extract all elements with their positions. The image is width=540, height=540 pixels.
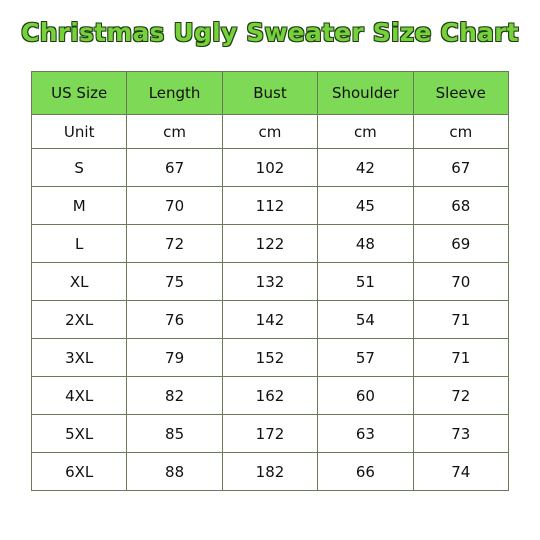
bust-cell: 122 <box>221 224 319 263</box>
header-length: Length <box>126 71 223 115</box>
length-cell: 70 <box>126 186 223 225</box>
sleeve-cell: 73 <box>412 414 510 453</box>
sleeve-cell: 74 <box>412 452 510 491</box>
table-row: 4XL 82 162 60 72 <box>30 376 510 415</box>
table-row: XL 75 132 51 70 <box>30 262 510 301</box>
size-cell: 2XL <box>30 300 128 339</box>
size-cell: 3XL <box>30 338 128 377</box>
size-cell: 6XL <box>30 452 128 491</box>
length-cell: 85 <box>126 414 223 453</box>
size-cell: XL <box>30 262 128 301</box>
unit-label: Unit <box>30 114 128 149</box>
unit-cell: cm <box>126 114 223 149</box>
size-cell: M <box>30 186 128 225</box>
bust-cell: 182 <box>221 452 319 491</box>
length-cell: 67 <box>126 148 223 187</box>
sleeve-cell: 69 <box>412 224 510 263</box>
table-row: L 72 122 48 69 <box>30 224 510 263</box>
table-row: 3XL 79 152 57 71 <box>30 338 510 377</box>
size-cell: L <box>30 224 128 263</box>
shoulder-cell: 48 <box>317 224 414 263</box>
header-row: US Size Length Bust Shoulder Sleeve <box>30 71 510 115</box>
length-cell: 75 <box>126 262 223 301</box>
shoulder-cell: 57 <box>317 338 414 377</box>
header-sleeve: Sleeve <box>412 71 510 115</box>
unit-row: Unit cm cm cm cm <box>30 114 510 149</box>
bust-cell: 102 <box>221 148 319 187</box>
sleeve-cell: 67 <box>412 148 510 187</box>
sleeve-cell: 70 <box>412 262 510 301</box>
bust-cell: 162 <box>221 376 319 415</box>
sleeve-cell: 71 <box>412 300 510 339</box>
shoulder-cell: 63 <box>317 414 414 453</box>
unit-cell: cm <box>317 114 414 149</box>
shoulder-cell: 66 <box>317 452 414 491</box>
header-us-size: US Size <box>30 71 128 115</box>
bust-cell: 112 <box>221 186 319 225</box>
table-row: 6XL 88 182 66 74 <box>30 452 510 491</box>
shoulder-cell: 51 <box>317 262 414 301</box>
shoulder-cell: 42 <box>317 148 414 187</box>
table-row: M 70 112 45 68 <box>30 186 510 225</box>
size-cell: S <box>30 148 128 187</box>
length-cell: 79 <box>126 338 223 377</box>
header-bust: Bust <box>221 71 319 115</box>
length-cell: 88 <box>126 452 223 491</box>
shoulder-cell: 60 <box>317 376 414 415</box>
table-row: 5XL 85 172 63 73 <box>30 414 510 453</box>
table-row: S 67 102 42 67 <box>30 148 510 187</box>
sleeve-cell: 71 <box>412 338 510 377</box>
unit-cell: cm <box>221 114 319 149</box>
sleeve-cell: 72 <box>412 376 510 415</box>
sleeve-cell: 68 <box>412 186 510 225</box>
bust-cell: 142 <box>221 300 319 339</box>
size-cell: 4XL <box>30 376 128 415</box>
shoulder-cell: 45 <box>317 186 414 225</box>
size-cell: 5XL <box>30 414 128 453</box>
length-cell: 72 <box>126 224 223 263</box>
bust-cell: 152 <box>221 338 319 377</box>
bust-cell: 132 <box>221 262 319 301</box>
length-cell: 76 <box>126 300 223 339</box>
length-cell: 82 <box>126 376 223 415</box>
unit-cell: cm <box>412 114 510 149</box>
bust-cell: 172 <box>221 414 319 453</box>
header-shoulder: Shoulder <box>317 71 414 115</box>
table-row: 2XL 76 142 54 71 <box>30 300 510 339</box>
size-table: US Size Length Bust Shoulder Sleeve Unit… <box>30 71 510 491</box>
chart-title: Christmas Ugly Sweater Size Chart <box>20 17 519 48</box>
shoulder-cell: 54 <box>317 300 414 339</box>
